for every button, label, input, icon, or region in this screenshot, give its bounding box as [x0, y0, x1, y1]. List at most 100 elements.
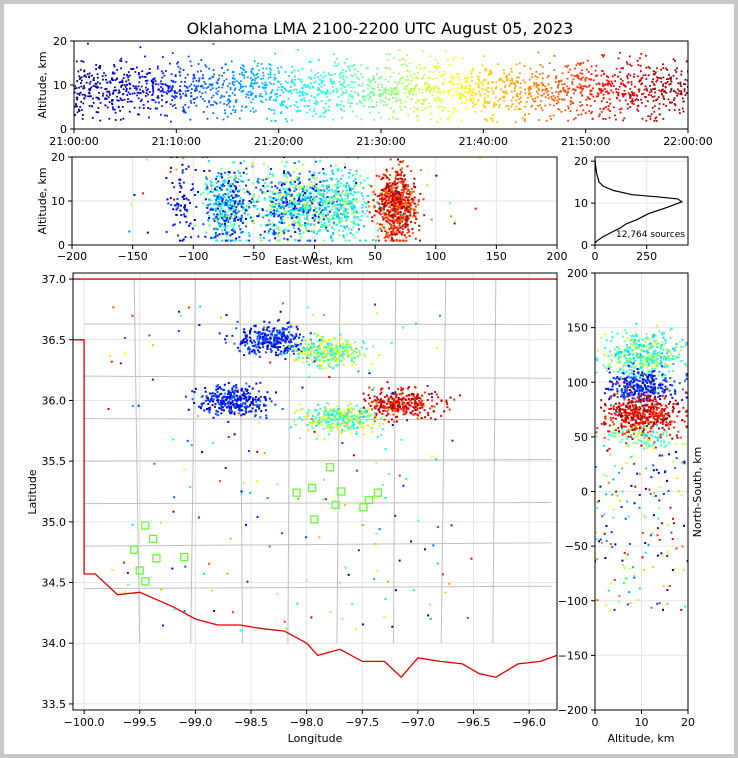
source-point: [319, 90, 322, 92]
source-point: [145, 82, 148, 85]
source-point: [181, 171, 184, 174]
source-point: [394, 220, 397, 223]
source-point: [171, 52, 174, 54]
source-point: [455, 56, 457, 59]
source-point: [582, 87, 584, 90]
source-point: [258, 333, 261, 336]
source-point: [389, 211, 392, 214]
source-point: [617, 94, 620, 97]
source-point: [299, 78, 302, 81]
source-point: [604, 118, 607, 120]
source-point: [417, 107, 419, 110]
source-point: [278, 329, 281, 332]
source-point: [316, 345, 319, 348]
source-point: [378, 202, 381, 205]
source-point: [626, 107, 629, 110]
source-point: [322, 202, 325, 205]
source-point: [299, 91, 301, 94]
source-point: [269, 199, 272, 202]
source-point: [322, 107, 325, 109]
source-point: [509, 83, 512, 86]
source-point: [321, 209, 324, 212]
source-point: [317, 92, 320, 95]
source-point: [412, 90, 414, 93]
source-point: [591, 110, 593, 113]
source-point: [337, 215, 340, 218]
source-point: [342, 342, 345, 345]
source-point: [139, 88, 141, 91]
source-point: [293, 224, 296, 227]
source-point: [221, 198, 224, 201]
source-point: [433, 97, 436, 100]
source-point: [270, 344, 273, 347]
source-point: [303, 206, 306, 209]
source-point: [417, 115, 420, 118]
source-point: [300, 91, 303, 94]
source-point: [317, 351, 320, 354]
source-point: [357, 84, 360, 87]
source-point: [324, 199, 327, 202]
source-point: [193, 224, 196, 227]
source-point: [344, 212, 347, 215]
source-point: [320, 92, 323, 94]
source-point: [364, 239, 367, 242]
source-point: [292, 214, 295, 217]
source-point: [245, 340, 248, 343]
source-point: [253, 193, 256, 196]
source-point: [352, 65, 354, 67]
source-point: [629, 95, 632, 98]
source-point: [287, 326, 290, 329]
source-point: [436, 120, 439, 123]
source-point: [99, 82, 101, 85]
source-point: [527, 113, 530, 115]
source-point: [114, 119, 117, 121]
source-point: [210, 104, 212, 106]
source-point: [376, 195, 379, 198]
source-point: [388, 192, 391, 195]
source-point: [254, 205, 257, 208]
source-point: [202, 74, 204, 77]
source-point: [314, 198, 317, 201]
source-point: [385, 199, 388, 202]
source-point: [294, 187, 297, 190]
source-point: [527, 96, 529, 99]
source-point: [335, 105, 338, 107]
source-point: [294, 201, 297, 204]
source-point: [468, 87, 471, 90]
source-point: [233, 178, 236, 181]
source-point: [680, 90, 683, 93]
source-point: [572, 88, 575, 90]
source-point: [220, 167, 223, 170]
source-point: [106, 90, 109, 93]
source-point: [141, 75, 144, 78]
source-point: [210, 199, 213, 202]
source-point: [171, 85, 174, 87]
source-point: [226, 180, 229, 183]
source-point: [283, 328, 286, 331]
source-point: [246, 190, 249, 193]
source-point: [620, 67, 623, 70]
source-point: [204, 91, 207, 94]
source-point: [84, 95, 87, 97]
source-point: [256, 72, 259, 75]
source-point: [275, 346, 278, 349]
source-point: [261, 86, 264, 89]
source-point: [319, 354, 322, 357]
source-point: [300, 199, 303, 202]
source-point: [505, 92, 508, 95]
source-point: [304, 204, 307, 207]
source-point: [140, 85, 143, 88]
source-point: [250, 201, 253, 204]
source-point: [610, 80, 613, 83]
source-point: [378, 205, 381, 208]
source-point: [333, 212, 336, 215]
source-point: [317, 190, 320, 193]
source-point: [271, 212, 274, 215]
source-point: [239, 67, 242, 69]
source-point: [404, 183, 407, 186]
source-point: [623, 117, 626, 120]
source-point: [225, 211, 228, 214]
source-point: [511, 103, 514, 106]
source-point: [605, 106, 608, 108]
source-point: [166, 100, 168, 103]
